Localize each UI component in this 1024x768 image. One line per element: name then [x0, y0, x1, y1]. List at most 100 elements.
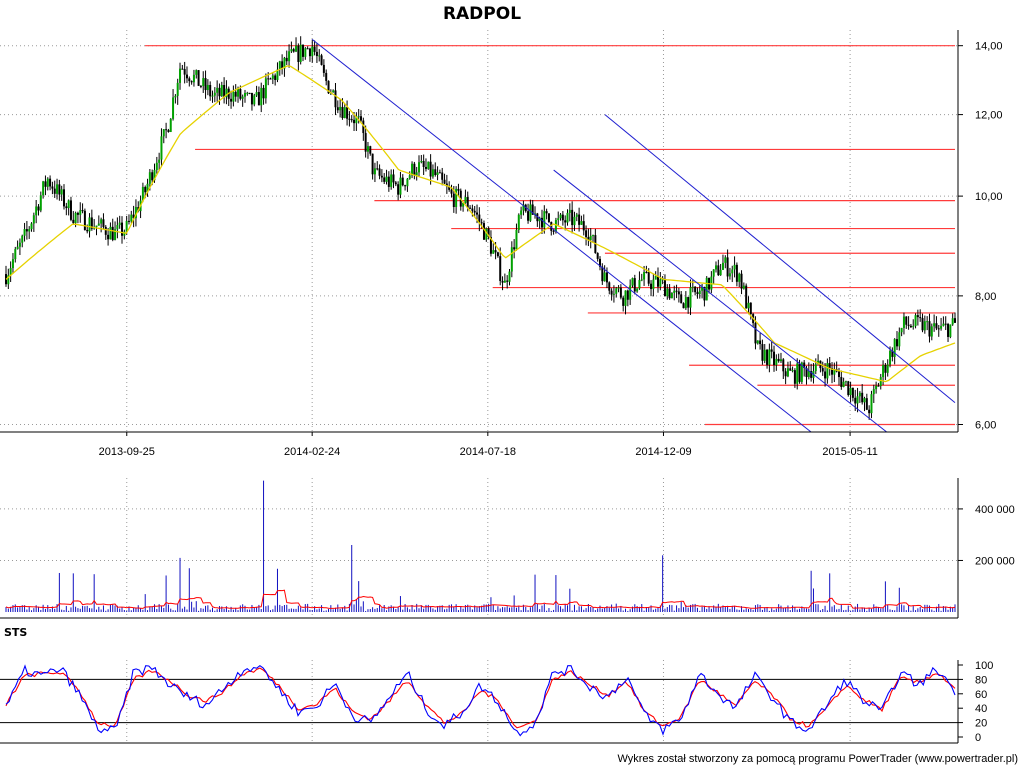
price-bar-body — [292, 49, 295, 52]
price-bar-body — [160, 136, 163, 160]
price-bar-body — [882, 365, 885, 378]
price-bar-body — [482, 223, 485, 240]
x-tick-label: 2014-12-09 — [635, 446, 691, 458]
price-bar-body — [401, 177, 404, 186]
price-bar-body — [754, 323, 757, 344]
price-bar-body — [631, 278, 634, 286]
price-bar-body — [756, 340, 759, 344]
price-bar-body — [575, 214, 578, 217]
price-bar-body — [63, 189, 66, 207]
price-bar-body — [107, 234, 110, 240]
price-bar-body — [471, 208, 474, 211]
price-bar-body — [230, 98, 233, 102]
price-bar-body — [90, 217, 93, 229]
price-bar-body — [721, 262, 724, 270]
price-bar-body — [383, 177, 386, 182]
price-bar-body — [742, 285, 745, 289]
price-bar-body — [457, 188, 460, 191]
price-bar-body — [218, 87, 221, 97]
price-bar-body — [325, 72, 328, 81]
sts-y-tick-label: 20 — [975, 718, 987, 730]
price-bar-body — [800, 362, 803, 382]
price-bar-body — [181, 68, 184, 70]
price-bar-body — [791, 370, 794, 372]
price-bar-body — [842, 381, 845, 387]
price-bar-body — [394, 182, 397, 185]
price-bar-body — [174, 95, 177, 98]
price-bar-body — [608, 282, 611, 291]
price-bar-body — [624, 290, 627, 306]
price-bar-body — [362, 120, 365, 134]
price-bar-body — [564, 220, 567, 223]
price-panel: 14,00 12,00 10,00 8,00 6,00 2013-09-25 2014-0… — [0, 30, 1003, 458]
price-bar-body — [424, 166, 427, 169]
price-bar-body — [603, 272, 606, 282]
price-bar-body — [21, 235, 24, 243]
price-bar-body — [42, 181, 45, 196]
price-bar-body — [531, 204, 534, 215]
price-bar-body — [188, 78, 191, 82]
price-bar-body — [165, 129, 168, 131]
footer-credit: Wykres został stworzony za pomocą progra… — [617, 753, 1018, 765]
price-bar-body — [689, 287, 692, 308]
price-bar-body — [364, 133, 367, 152]
price-bar-body — [452, 193, 455, 208]
price-bar-body — [341, 106, 344, 119]
sts-y-tick-label: 80 — [975, 674, 987, 686]
sts-y-tick-labels: 100 80 60 40 20 0 — [958, 660, 993, 744]
price-bar-body — [803, 362, 806, 368]
price-bar-body — [162, 129, 165, 137]
price-bar-body — [480, 222, 483, 224]
price-bar-body — [566, 212, 569, 223]
x-tick-label: 2015-05-11 — [822, 446, 877, 458]
price-bar-body — [155, 162, 158, 171]
price-bar-body — [513, 247, 516, 250]
price-bar-body — [455, 188, 458, 208]
price-bar-body — [7, 275, 10, 285]
price-bar-body — [114, 229, 117, 241]
price-bar-body — [728, 273, 731, 277]
price-bar-body — [283, 57, 286, 69]
price-bar-body — [58, 184, 61, 195]
price-bar-body — [404, 185, 407, 187]
volume-y-tick-label: 200 000 — [975, 555, 1015, 567]
price-bar-body — [745, 285, 748, 309]
price-bar-body — [601, 266, 604, 282]
price-bar-body — [334, 90, 337, 108]
price-bar-body — [346, 107, 349, 119]
price-bar-body — [872, 389, 875, 395]
price-bar-body — [545, 211, 548, 214]
price-bar-body — [585, 230, 588, 238]
price-bar-body — [847, 381, 850, 396]
price-bar-body — [610, 290, 613, 295]
price-bar-body — [647, 272, 650, 284]
price-bar-body — [130, 214, 133, 222]
price-bar-body — [30, 223, 33, 230]
price-bar-body — [598, 258, 601, 267]
sts-panel: STS 100 80 60 40 20 0 — [0, 626, 993, 744]
price-bar-body — [176, 82, 179, 96]
price-bar-body — [81, 210, 84, 212]
x-tick-label: 2014-02-24 — [284, 446, 340, 458]
price-bar-body — [350, 119, 353, 121]
sts-d-line — [5, 667, 956, 729]
price-bar-body — [554, 220, 557, 232]
price-bar-body — [798, 363, 801, 382]
price-bar-body — [288, 51, 291, 62]
price-bar-body — [355, 116, 358, 124]
price-bar-body — [851, 387, 854, 398]
price-bar-body — [469, 207, 472, 209]
price-bar-body — [763, 349, 766, 361]
price-bar-body — [276, 69, 279, 80]
price-bar-body — [209, 84, 212, 97]
moving-average — [5, 65, 956, 383]
price-bar-body — [789, 368, 792, 371]
price-bar-body — [88, 217, 91, 232]
volume-average-line — [5, 589, 956, 609]
price-bar-body — [69, 200, 72, 220]
price-bar-body — [761, 344, 764, 361]
price-bar-body — [343, 107, 346, 119]
price-bar-body — [366, 146, 369, 152]
price-bar-body — [840, 377, 843, 387]
